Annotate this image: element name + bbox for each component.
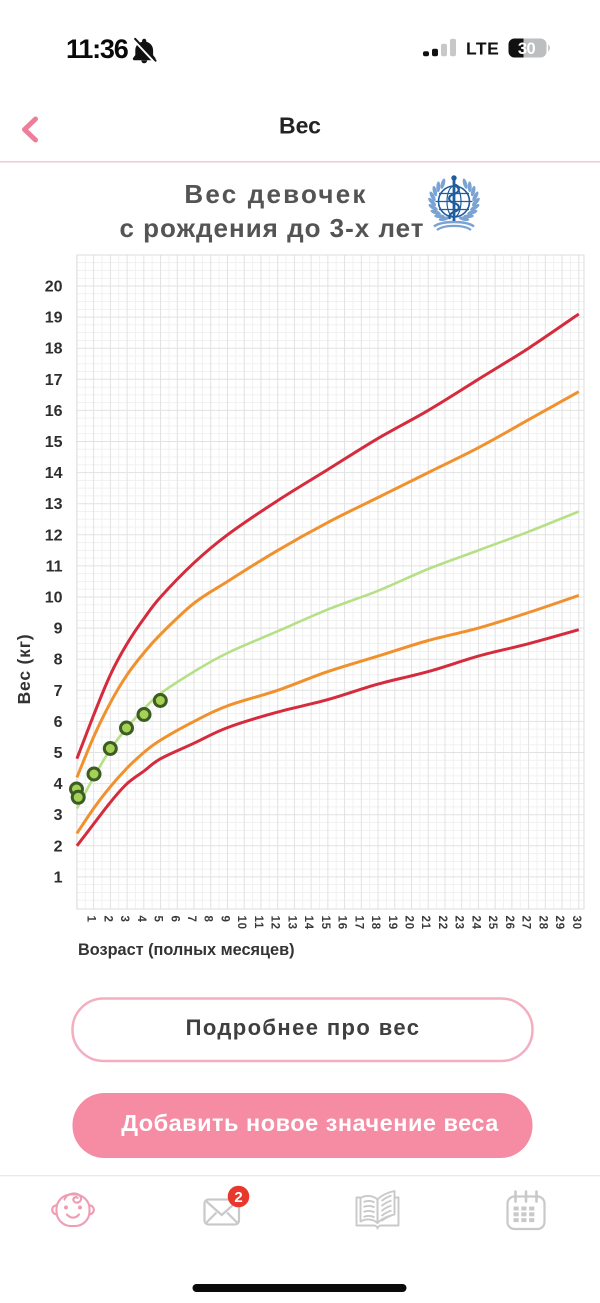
svg-text:5: 5 xyxy=(54,745,63,762)
svg-text:Возраст (полных месяцев): Возраст (полных месяцев) xyxy=(78,941,295,959)
svg-text:11: 11 xyxy=(46,558,63,575)
svg-text:2: 2 xyxy=(101,916,113,923)
svg-text:13: 13 xyxy=(45,496,63,513)
svg-text:14: 14 xyxy=(302,916,314,930)
svg-text:12: 12 xyxy=(45,527,63,544)
svg-text:Вес: Вес xyxy=(279,113,321,139)
svg-text:21: 21 xyxy=(419,916,431,930)
svg-text:15: 15 xyxy=(45,434,63,451)
svg-text:5: 5 xyxy=(152,916,164,923)
svg-text:18: 18 xyxy=(369,916,381,930)
svg-text:4: 4 xyxy=(54,776,63,793)
svg-text:1: 1 xyxy=(85,916,97,923)
svg-text:17: 17 xyxy=(352,916,364,930)
svg-text:с рождения до 3-х лет: с рождения до 3-х лет xyxy=(119,213,424,243)
svg-text:10: 10 xyxy=(45,590,63,607)
svg-text:9: 9 xyxy=(54,621,63,638)
svg-text:Вес (кг): Вес (кг) xyxy=(14,634,34,705)
svg-text:17: 17 xyxy=(45,372,63,389)
svg-text:16: 16 xyxy=(336,916,348,930)
svg-text:8: 8 xyxy=(54,652,63,669)
svg-text:2: 2 xyxy=(54,838,63,855)
svg-text:28: 28 xyxy=(536,916,548,930)
svg-text:1: 1 xyxy=(54,869,63,886)
svg-text:Вес девочек: Вес девочек xyxy=(184,179,367,209)
svg-text:11:36: 11:36 xyxy=(66,34,129,64)
svg-text:26: 26 xyxy=(503,916,515,930)
svg-text:9: 9 xyxy=(219,916,231,923)
svg-text:25: 25 xyxy=(486,916,498,930)
svg-text:2: 2 xyxy=(234,1189,242,1206)
svg-text:4: 4 xyxy=(135,916,147,923)
svg-text:13: 13 xyxy=(285,916,297,930)
svg-text:15: 15 xyxy=(319,916,331,930)
svg-text:Подробнее про вес: Подробнее про вес xyxy=(186,1015,421,1040)
svg-text:14: 14 xyxy=(45,465,63,482)
svg-text:30: 30 xyxy=(570,916,582,930)
svg-text:7: 7 xyxy=(54,683,63,700)
svg-text:3: 3 xyxy=(118,916,130,923)
svg-text:27: 27 xyxy=(520,916,532,930)
svg-text:7: 7 xyxy=(185,916,197,923)
svg-text:23: 23 xyxy=(453,916,465,930)
svg-text:8: 8 xyxy=(202,916,214,923)
svg-text:6: 6 xyxy=(54,714,63,731)
svg-text:18: 18 xyxy=(45,341,63,358)
svg-text:LTE: LTE xyxy=(466,39,499,59)
svg-text:30: 30 xyxy=(518,40,536,58)
svg-text:12: 12 xyxy=(269,916,281,930)
svg-text:16: 16 xyxy=(45,403,63,420)
svg-text:22: 22 xyxy=(436,916,448,930)
svg-text:29: 29 xyxy=(553,916,565,930)
svg-text:6: 6 xyxy=(168,916,180,923)
svg-text:20: 20 xyxy=(403,916,415,930)
svg-text:19: 19 xyxy=(386,916,398,930)
svg-text:20: 20 xyxy=(45,279,63,296)
svg-text:3: 3 xyxy=(54,807,63,824)
svg-text:10: 10 xyxy=(235,916,247,930)
svg-text:19: 19 xyxy=(45,310,63,327)
svg-text:11: 11 xyxy=(252,916,264,930)
svg-text:Добавить новое значение веса: Добавить новое значение веса xyxy=(121,1110,499,1136)
svg-text:24: 24 xyxy=(469,916,481,930)
